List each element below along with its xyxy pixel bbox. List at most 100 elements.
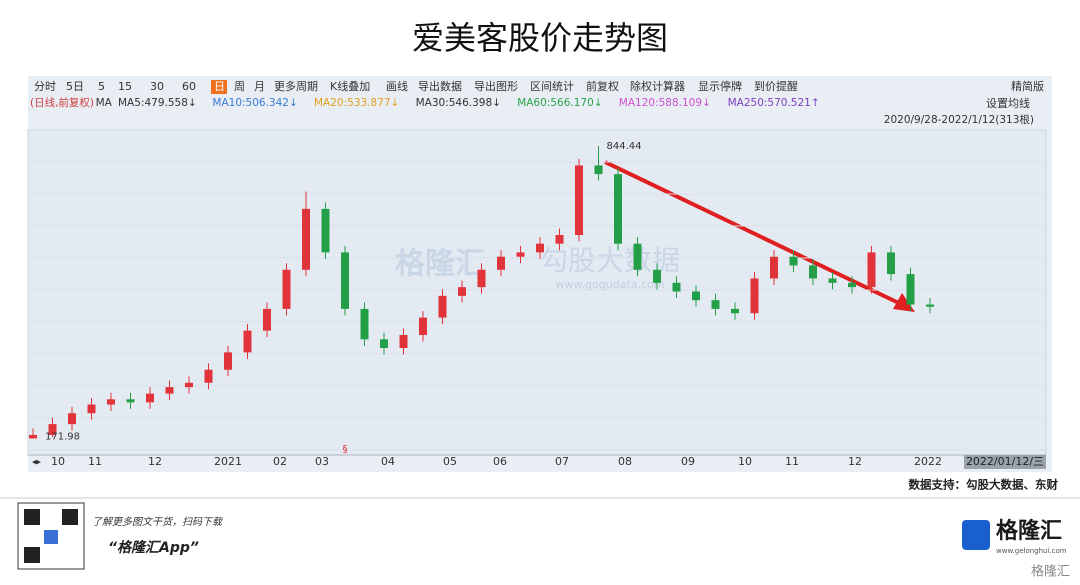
ma-label: MA250:570.521↑ (728, 97, 820, 109)
high-label: 844.44 (607, 141, 642, 152)
candle-body (887, 252, 895, 275)
candle-body (848, 282, 856, 288)
candle-body (29, 434, 37, 439)
toolbar-item: K线叠加 (330, 79, 370, 93)
marker: § (343, 444, 348, 455)
arrow-head (893, 293, 915, 312)
toolbar-item: 15 (118, 80, 132, 93)
candle-body (87, 404, 96, 414)
candle-body (828, 278, 837, 283)
candle-body (926, 304, 934, 307)
x-tick-label: 12 (848, 455, 862, 468)
x-tick-label: 11 (88, 455, 102, 468)
candle-body (107, 399, 115, 405)
candle-body (672, 282, 681, 292)
candle-body (750, 278, 759, 314)
toolbar-item: 月 (254, 80, 265, 93)
x-tick-label: 10 (738, 455, 752, 468)
candle-body (185, 382, 193, 388)
low-label: 171.98 (45, 431, 80, 442)
toolbar-item: 60 (182, 80, 196, 93)
candle-body (906, 274, 915, 305)
toolbar-item: 显示停牌 (698, 79, 742, 93)
x-tick-label: 06 (493, 455, 507, 468)
toolbar-item: 除权计算器 (630, 79, 685, 93)
candle-body (263, 308, 271, 331)
candle-body (789, 256, 798, 266)
candle-body (770, 256, 778, 279)
plot-area (27, 129, 1047, 456)
cursor-box (964, 455, 1046, 469)
mode-label: 精简版 (1011, 79, 1044, 93)
toolbar-item: 更多周期 (274, 79, 318, 93)
candle-body (243, 330, 252, 353)
candle-body (360, 308, 369, 340)
candle-body (438, 295, 447, 318)
toolbar-item: 分时 (34, 80, 56, 93)
x-tick-label: 07 (555, 455, 569, 468)
candle-body (399, 334, 408, 349)
ma-label: MA120:588.109↓ (619, 97, 711, 109)
x-nav: ◂▸ (32, 458, 42, 468)
watermark: 格隆汇 (395, 247, 485, 282)
toolbar-item: 前复权 (586, 79, 619, 93)
ma-label: MA (96, 97, 113, 109)
candle-body (692, 291, 700, 301)
trend-arrow (604, 160, 906, 308)
ma-label: MA10:506.342↓ (212, 97, 297, 109)
candle-body (516, 252, 525, 257)
candle-body (867, 252, 876, 288)
brand-logo (962, 520, 990, 550)
candle-body (282, 269, 291, 309)
candle-body (731, 308, 739, 314)
watermark: www.gogudata.com (556, 278, 665, 291)
toolbar-item: 30 (150, 80, 164, 93)
candle-body (555, 234, 564, 244)
ma-label: MA5:479.558↓ (118, 97, 197, 109)
ma-label: MA20:533.877↓ (314, 97, 399, 109)
range-label: 2020/9/28-2022/1/12(313根) (884, 113, 1034, 126)
ma-label: MA30:546.398↓ (416, 97, 501, 109)
cursor-label: 2022/01/12/三 (966, 455, 1044, 468)
candle-body (458, 287, 466, 296)
chart-title: 爱美客股价走势图 (412, 19, 668, 57)
toolbar-item: 导出图形 (474, 79, 518, 93)
candle-body (48, 424, 57, 435)
toolbar-item: 导出数据 (418, 79, 462, 93)
x-tick-label: 04 (381, 455, 395, 468)
x-tick-label: 02 (273, 455, 287, 468)
x-tick-label: 10 (51, 455, 65, 468)
candle-body (711, 300, 720, 309)
candle-body (165, 387, 174, 394)
candle-body (126, 399, 135, 403)
active-tab (211, 80, 227, 94)
candle-body (341, 252, 349, 309)
candle-body (146, 393, 154, 403)
x-tick-label: 09 (681, 455, 695, 468)
toolbar-item: 日 (214, 80, 225, 93)
candle-body (224, 352, 232, 370)
ma-label: (日线,前复权) (30, 96, 94, 109)
candle-body (380, 339, 388, 349)
toolbar-item: 区间统计 (530, 80, 574, 93)
x-tick-label: 08 (618, 455, 632, 468)
toolbar-item: 周 (234, 80, 245, 93)
candle-body (594, 165, 603, 175)
x-tick-label: 05 (443, 455, 457, 468)
promo: 了解更多图文干货，扫码下载 (92, 516, 224, 528)
brand: 格隆汇 (996, 518, 1062, 544)
toolbar-item: 画线 (386, 79, 408, 93)
candle-body (321, 208, 330, 253)
qr-finder (24, 547, 40, 563)
x-tick-label: 2021 (214, 455, 242, 468)
candle-body (536, 243, 544, 253)
candle-body (614, 174, 622, 244)
candle-body (419, 317, 427, 335)
app-name: “格隆汇App” (108, 539, 199, 556)
candle-body (68, 413, 76, 425)
candle-body (653, 269, 661, 283)
candle-body (497, 256, 505, 270)
brand-watermark: 格隆汇 (1031, 564, 1070, 580)
toolbar-item: 5 (98, 80, 105, 93)
